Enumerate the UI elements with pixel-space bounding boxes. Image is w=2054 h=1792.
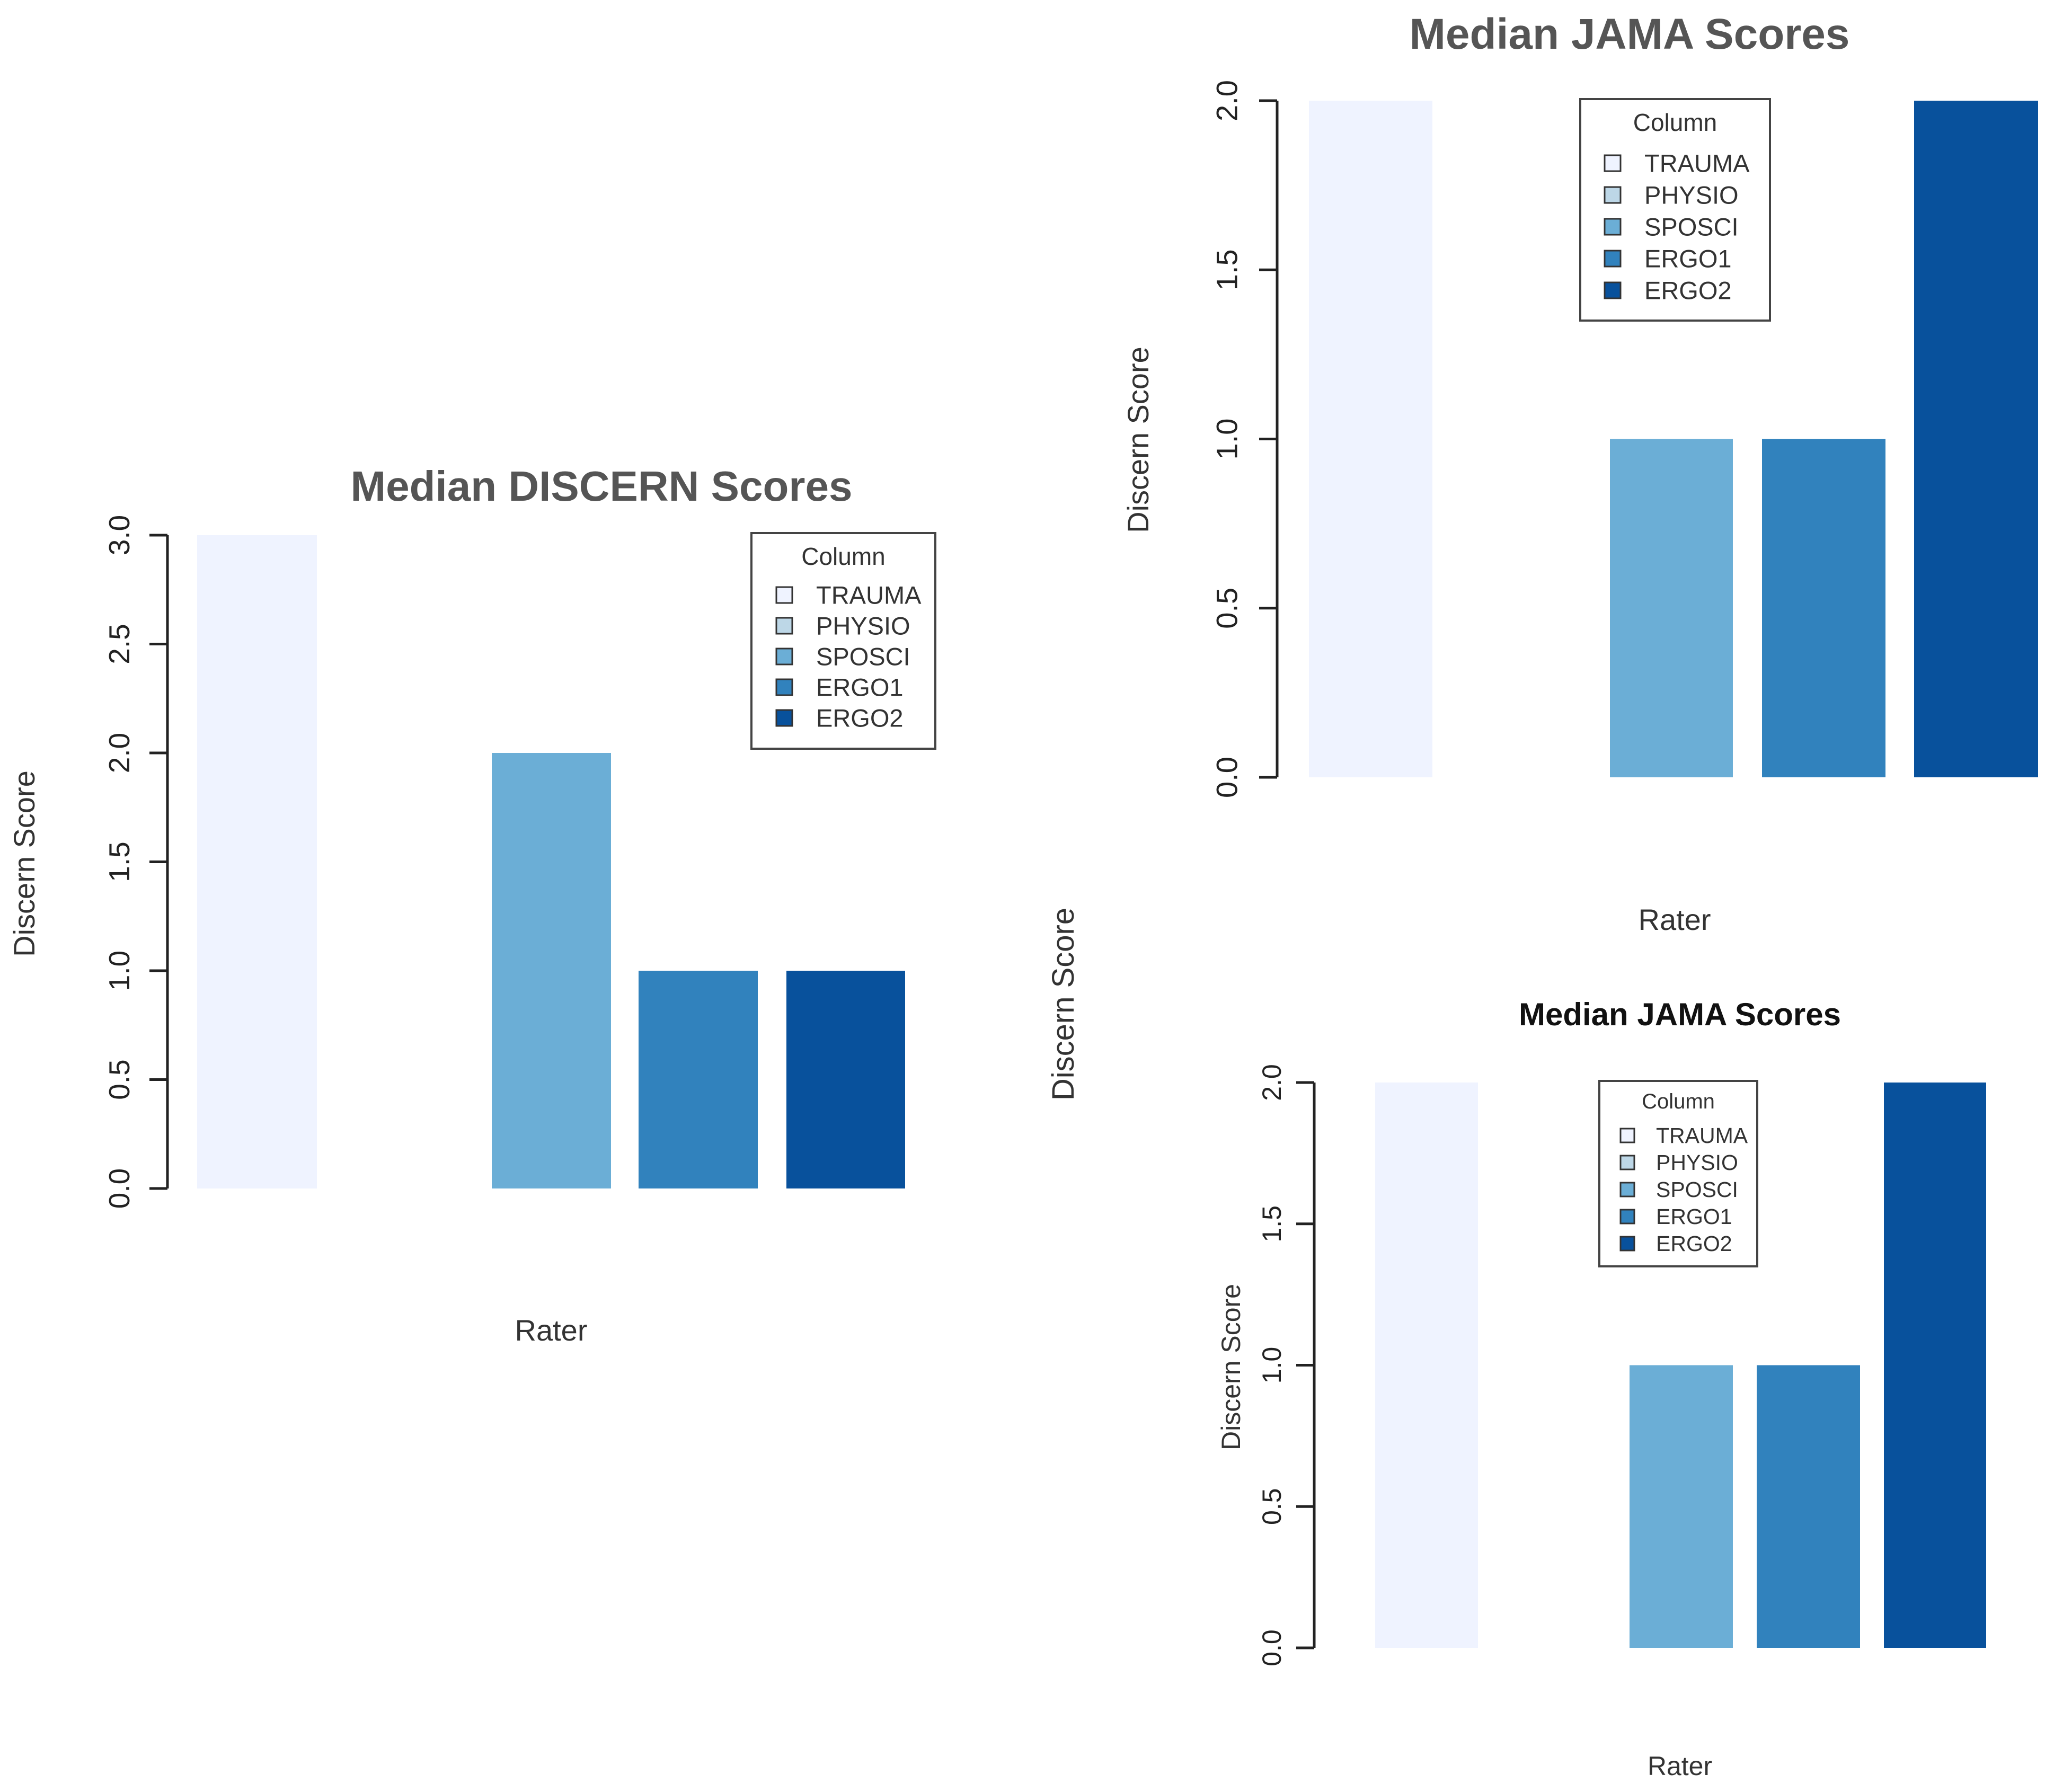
chart-title: Median DISCERN Scores: [351, 463, 853, 510]
stray-y-axis-label: Discern Score: [1046, 908, 1081, 1101]
bar-trauma: [1309, 101, 1432, 777]
legend-swatch-ergo2: [1619, 1236, 1635, 1252]
legend-swatch-trauma: [1619, 1128, 1635, 1143]
x-axis-label: Rater: [1639, 903, 1711, 936]
legend-swatch-sposci: [1604, 218, 1622, 236]
chart-title: Median JAMA Scores: [1519, 997, 1841, 1032]
x-axis-label: Rater: [515, 1314, 588, 1347]
bar-trauma: [197, 535, 317, 1188]
y-axis-label: Discern Score: [7, 770, 41, 957]
y-tick-label: 0.5: [1257, 1488, 1287, 1525]
chart-title: Median JAMA Scores: [1410, 10, 1850, 58]
bar-ergo1: [1762, 439, 1885, 777]
legend-item-ergo2: ERGO2: [816, 704, 904, 732]
legend-title: Column: [1633, 109, 1717, 136]
bar-sposci: [492, 753, 611, 1188]
y-tick-label: 2.0: [1257, 1064, 1287, 1101]
legend-item-ergo1: ERGO1: [1656, 1204, 1732, 1229]
legend-swatch-ergo1: [775, 678, 793, 696]
legend-title: Column: [801, 543, 886, 570]
legend-swatch-physio: [1604, 186, 1622, 204]
y-tick-label: 1.0: [103, 951, 136, 991]
y-tick-label: 2.5: [103, 624, 136, 664]
legend-swatch-ergo1: [1604, 250, 1622, 268]
y-tick-label: 2.0: [1210, 80, 1244, 121]
legend-item-ergo2: ERGO2: [1656, 1231, 1732, 1256]
y-tick-label: 0.0: [1210, 757, 1244, 798]
legend-swatch-ergo2: [775, 709, 793, 727]
legend-item-trauma: TRAUMA: [816, 581, 922, 609]
legend-swatch-physio: [775, 617, 793, 635]
y-axis-label: Discern Score: [1216, 1284, 1246, 1450]
legend: Column TRAUMA PHYSIO SPOSCI ERGO1 ERGO2: [1579, 98, 1771, 322]
legend-item-ergo2: ERGO2: [1644, 277, 1732, 305]
legend-swatch-sposci: [1619, 1182, 1635, 1197]
legend-item-ergo1: ERGO1: [816, 673, 904, 702]
y-tick-label: 1.5: [1210, 249, 1244, 290]
y-tick-label: 0.5: [103, 1059, 136, 1099]
bar-ergo2: [1914, 101, 2038, 777]
legend-swatch-ergo1: [1619, 1209, 1635, 1225]
bar-sposci: [1630, 1365, 1733, 1648]
legend-item-trauma: TRAUMA: [1644, 149, 1750, 178]
chart-panel-0: Median DISCERN Scores 0.0 0.5 1.0 1.5 2.0 2.5 3…: [7, 463, 936, 1347]
y-tick-label: 1.0: [1257, 1347, 1287, 1384]
y-tick-label: 2.0: [103, 733, 136, 773]
legend-swatch-trauma: [775, 586, 793, 604]
legend-item-physio: PHYSIO: [1656, 1150, 1738, 1175]
y-axis-label: Discern Score: [1121, 347, 1155, 533]
y-tick-label: 1.5: [1257, 1205, 1287, 1243]
y-tick-label: 0.5: [1210, 588, 1244, 629]
legend-swatch-sposci: [775, 647, 793, 666]
legend-item-ergo1: ERGO1: [1644, 245, 1732, 273]
y-tick-label: 0.0: [1257, 1629, 1287, 1666]
legend-swatch-trauma: [1604, 154, 1622, 172]
legend-title: Column: [1642, 1090, 1715, 1113]
bar-trauma: [1375, 1083, 1478, 1648]
y-tick-label: 0.0: [103, 1168, 136, 1209]
legend-item-sposci: SPOSCI: [1656, 1177, 1738, 1202]
bar-ergo2: [1884, 1083, 1986, 1648]
legend-item-trauma: TRAUMA: [1656, 1123, 1748, 1148]
x-axis-label: Rater: [1648, 1751, 1712, 1781]
legend-swatch-physio: [1619, 1155, 1635, 1170]
chart-panel-1: Median JAMA Scores 0.0 0.5 1.0 1.5 2.0 Discern…: [1121, 10, 2038, 936]
y-tick-label: 3.0: [103, 515, 136, 555]
legend-box: [1598, 1080, 1758, 1267]
legend-item-sposci: SPOSCI: [816, 643, 910, 671]
y-tick-label: 1.0: [1210, 419, 1244, 460]
bar-ergo1: [639, 971, 758, 1188]
y-tick-label: 1.5: [103, 841, 136, 882]
legend-item-sposci: SPOSCI: [1644, 213, 1739, 241]
bar-ergo2: [786, 971, 905, 1188]
bar-sposci: [1610, 439, 1733, 777]
bar-ergo1: [1757, 1365, 1860, 1648]
legend-swatch-ergo2: [1604, 281, 1622, 299]
legend-item-physio: PHYSIO: [1644, 181, 1739, 209]
chart-panel-2: Median JAMA Scores 0.0 0.5 1.0 1.5 2.0 Discern…: [1216, 997, 1986, 1781]
legend-item-physio: PHYSIO: [816, 612, 910, 640]
